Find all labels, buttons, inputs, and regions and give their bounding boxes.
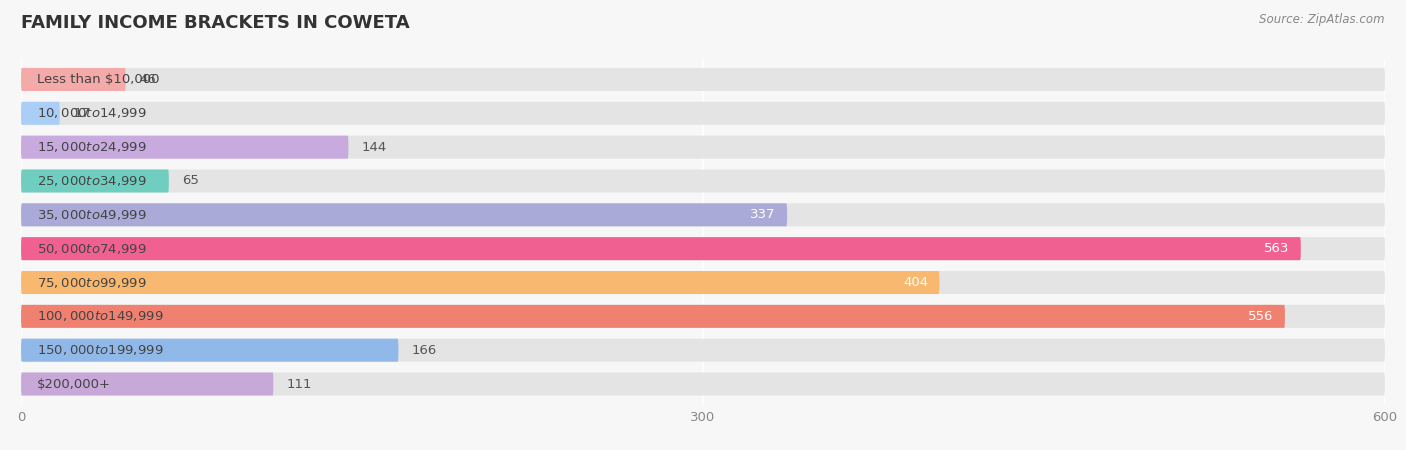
Text: 166: 166 <box>412 344 437 357</box>
Text: 65: 65 <box>183 175 200 188</box>
Text: 556: 556 <box>1249 310 1274 323</box>
FancyBboxPatch shape <box>21 305 1385 328</box>
Text: Less than $10,000: Less than $10,000 <box>37 73 159 86</box>
Text: $50,000 to $74,999: $50,000 to $74,999 <box>37 242 146 256</box>
Text: 144: 144 <box>363 141 387 153</box>
Text: Source: ZipAtlas.com: Source: ZipAtlas.com <box>1260 14 1385 27</box>
Text: 404: 404 <box>903 276 928 289</box>
Text: 111: 111 <box>287 378 312 391</box>
FancyBboxPatch shape <box>21 135 1385 159</box>
Text: $10,000 to $14,999: $10,000 to $14,999 <box>37 106 146 120</box>
FancyBboxPatch shape <box>21 271 939 294</box>
Text: $200,000+: $200,000+ <box>37 378 111 391</box>
Text: $75,000 to $99,999: $75,000 to $99,999 <box>37 275 146 289</box>
Text: FAMILY INCOME BRACKETS IN COWETA: FAMILY INCOME BRACKETS IN COWETA <box>21 14 409 32</box>
Text: $15,000 to $24,999: $15,000 to $24,999 <box>37 140 146 154</box>
FancyBboxPatch shape <box>21 305 1285 328</box>
FancyBboxPatch shape <box>21 68 125 91</box>
Text: 17: 17 <box>73 107 90 120</box>
FancyBboxPatch shape <box>21 373 1385 396</box>
Text: $25,000 to $34,999: $25,000 to $34,999 <box>37 174 146 188</box>
FancyBboxPatch shape <box>21 102 1385 125</box>
Text: 46: 46 <box>139 73 156 86</box>
FancyBboxPatch shape <box>21 203 1385 226</box>
FancyBboxPatch shape <box>21 339 398 362</box>
FancyBboxPatch shape <box>21 237 1301 260</box>
FancyBboxPatch shape <box>21 170 169 193</box>
FancyBboxPatch shape <box>21 271 1385 294</box>
FancyBboxPatch shape <box>21 373 273 396</box>
FancyBboxPatch shape <box>21 135 349 159</box>
Text: $150,000 to $199,999: $150,000 to $199,999 <box>37 343 163 357</box>
FancyBboxPatch shape <box>21 102 59 125</box>
FancyBboxPatch shape <box>21 339 1385 362</box>
FancyBboxPatch shape <box>21 68 1385 91</box>
FancyBboxPatch shape <box>21 170 1385 193</box>
Text: $100,000 to $149,999: $100,000 to $149,999 <box>37 309 163 324</box>
FancyBboxPatch shape <box>21 203 787 226</box>
Text: 563: 563 <box>1264 242 1289 255</box>
Text: 337: 337 <box>751 208 776 221</box>
Text: $35,000 to $49,999: $35,000 to $49,999 <box>37 208 146 222</box>
FancyBboxPatch shape <box>21 237 1385 260</box>
